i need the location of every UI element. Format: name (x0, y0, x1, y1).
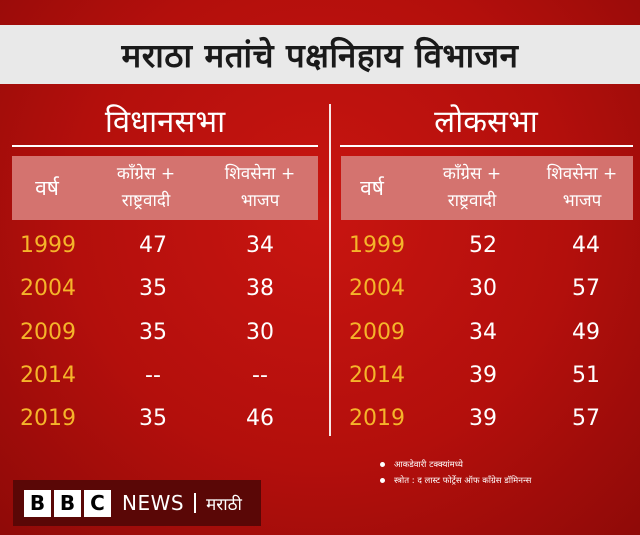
ls-row-2019-year: 2019 (349, 405, 405, 431)
vs-row-2009-year: 2009 (20, 319, 76, 345)
bullet-icon (380, 477, 385, 483)
brand-separator (194, 493, 197, 513)
footnote-source-text: स्त्रोत : द लास्ट फोर्ट्रेस ऑफ काँग्रेस … (394, 475, 532, 486)
bullet-icon (380, 461, 385, 467)
footnote-units-text: आकडेवारी टक्क्यांमध्ये (394, 459, 463, 470)
vs-row-2019-congress-ncp: 35 (139, 405, 167, 431)
header-year: वर्ष (360, 175, 384, 200)
vs-row-2014-shivsena-bjp: -- (252, 362, 268, 388)
ls-row-2004-year: 2004 (349, 275, 405, 301)
header-congress-ncp: काँग्रेस + राष्ट्रवादी (413, 156, 531, 220)
header-congress-ncp-line1: काँग्रेस + (116, 164, 176, 184)
ls-row-2004-congress-ncp: 30 (469, 275, 497, 301)
heading-underline-right (340, 145, 633, 147)
bbc-letter-b1: B (24, 489, 51, 517)
footnote-units: आकडेवारी टक्क्यांमध्ये (380, 456, 635, 472)
ls-row-1999-congress-ncp: 52 (469, 232, 497, 258)
header-congress-ncp-line2: राष्ट्रवादी (447, 191, 497, 211)
header-shivsena-bjp: शिवसेना + भाजप (205, 156, 315, 220)
vs-row-2014-congress-ncp: -- (145, 362, 161, 388)
section-divider (329, 104, 331, 436)
page-title: मराठा मतांचे पक्षनिहाय विभाजन (121, 36, 519, 75)
header-shivsena-bjp-line1: शिवसेना + (224, 164, 296, 184)
header-shivsena-bjp-line1: शिवसेना + (546, 164, 618, 184)
bbc-letter-c: C (84, 489, 111, 517)
vs-row-2009-congress-ncp: 35 (139, 319, 167, 345)
vs-row-2004-congress-ncp: 35 (139, 275, 167, 301)
ls-row-2014-congress-ncp: 39 (469, 362, 497, 388)
vs-row-2009-shivsena-bjp: 30 (246, 319, 274, 345)
vs-row-1999-shivsena-bjp: 34 (246, 232, 274, 258)
header-shivsena-bjp-line2: भाजप (240, 191, 280, 211)
section-heading-vidhansabha: विधानसभा (104, 104, 226, 140)
ls-row-2014-year: 2014 (349, 362, 405, 388)
ls-row-2009-shivsena-bjp: 49 (572, 319, 600, 345)
ls-row-1999-year: 1999 (349, 232, 405, 258)
heading-underline-left (12, 145, 318, 147)
vs-row-2014-year: 2014 (20, 362, 76, 388)
ls-row-2019-shivsena-bjp: 57 (572, 405, 600, 431)
header-congress-ncp-line2: राष्ट्रवादी (121, 191, 171, 211)
ls-row-1999-shivsena-bjp: 44 (572, 232, 600, 258)
ls-row-2019-congress-ncp: 39 (469, 405, 497, 431)
footnotes: आकडेवारी टक्क्यांमध्ये स्त्रोत : द लास्ट… (380, 456, 635, 488)
vs-row-2019-year: 2019 (20, 405, 76, 431)
bbc-letter-b2: B (54, 489, 81, 517)
header-congress-ncp: काँग्रेस + राष्ट्रवादी (87, 156, 205, 220)
header-congress-ncp-line1: काँग्रेस + (442, 164, 502, 184)
footnote-source: स्त्रोत : द लास्ट फोर्ट्रेस ऑफ काँग्रेस … (380, 472, 635, 488)
table-header-loksabha: वर्ष काँग्रेस + राष्ट्रवादी शिवसेना + भा… (341, 156, 633, 220)
brand-news: NEWS (122, 491, 185, 515)
vs-row-2004-year: 2004 (20, 275, 76, 301)
vs-row-1999-congress-ncp: 47 (139, 232, 167, 258)
header-year: वर्ष (35, 175, 59, 200)
bbc-logo-icon: B B C (24, 489, 114, 517)
vs-row-1999-year: 1999 (20, 232, 76, 258)
ls-row-2009-year: 2009 (349, 319, 405, 345)
ls-row-2009-congress-ncp: 34 (469, 319, 497, 345)
title-bar: मराठा मतांचे पक्षनिहाय विभाजन (0, 25, 640, 84)
bbc-news-marathi-logo: B B C NEWS मराठी (13, 480, 261, 526)
ls-row-2014-shivsena-bjp: 51 (572, 362, 600, 388)
vs-row-2004-shivsena-bjp: 38 (246, 275, 274, 301)
header-shivsena-bjp: शिवसेना + भाजप (531, 156, 633, 220)
table-header-vidhansabha: वर्ष काँग्रेस + राष्ट्रवादी शिवसेना + भा… (12, 156, 318, 220)
ls-row-2004-shivsena-bjp: 57 (572, 275, 600, 301)
vs-row-2019-shivsena-bjp: 46 (246, 405, 274, 431)
header-shivsena-bjp-line2: भाजप (562, 191, 602, 211)
brand-language: मराठी (206, 494, 242, 515)
section-heading-loksabha: लोकसभा (434, 104, 538, 140)
